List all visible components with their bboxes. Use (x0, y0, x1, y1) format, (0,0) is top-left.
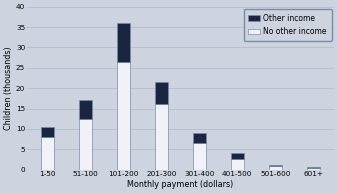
Bar (269, 165, 282, 166)
Bar (193, 143, 206, 170)
Bar (78, 100, 92, 119)
Bar (154, 82, 168, 104)
Bar (41, 137, 54, 170)
Bar (117, 23, 130, 62)
Bar (117, 62, 130, 170)
Bar (41, 127, 54, 137)
Bar (154, 104, 168, 170)
Bar (231, 153, 244, 159)
Bar (307, 168, 320, 170)
Bar (269, 166, 282, 170)
Y-axis label: Children (thousands): Children (thousands) (4, 46, 13, 130)
Bar (231, 159, 244, 170)
Bar (307, 167, 320, 168)
X-axis label: Monthly payment (dollars): Monthly payment (dollars) (127, 180, 233, 189)
Bar (78, 119, 92, 170)
Bar (193, 133, 206, 143)
Legend: Other income, No other income: Other income, No other income (244, 9, 332, 41)
